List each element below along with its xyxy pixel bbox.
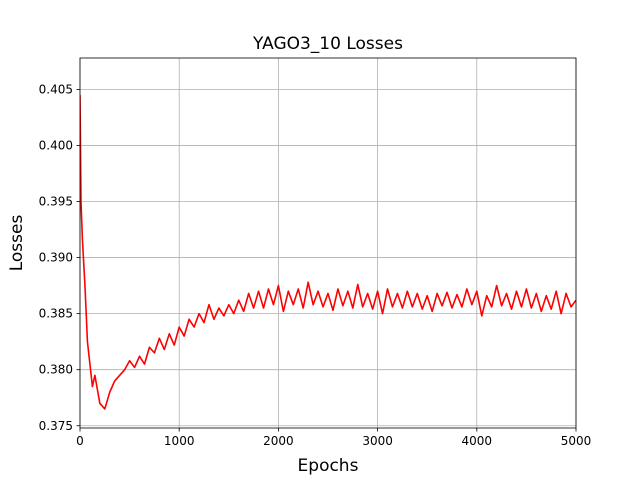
y-axis-label: Losses [7,215,27,272]
data-line [80,94,576,410]
x-axis-label: Epochs [298,456,359,476]
y-tick-label: 0.395 [39,195,73,209]
x-tick-label: 3000 [362,434,393,448]
x-tick-label: 4000 [462,434,493,448]
y-tick-label: 0.405 [39,82,73,96]
y-tick-label: 0.390 [39,251,73,265]
plot-frame [79,57,577,429]
y-tick-label: 0.385 [39,307,73,321]
y-tick-label: 0.375 [39,419,73,433]
chart-title: YAGO3_10 Losses [252,34,403,54]
x-tick-label: 2000 [263,434,294,448]
x-tick-label: 0 [76,434,84,448]
x-tick-label: 5000 [561,434,592,448]
y-tick-label: 0.380 [39,363,73,377]
y-tick-label: 0.400 [39,138,73,152]
x-tick-label: 1000 [164,434,195,448]
